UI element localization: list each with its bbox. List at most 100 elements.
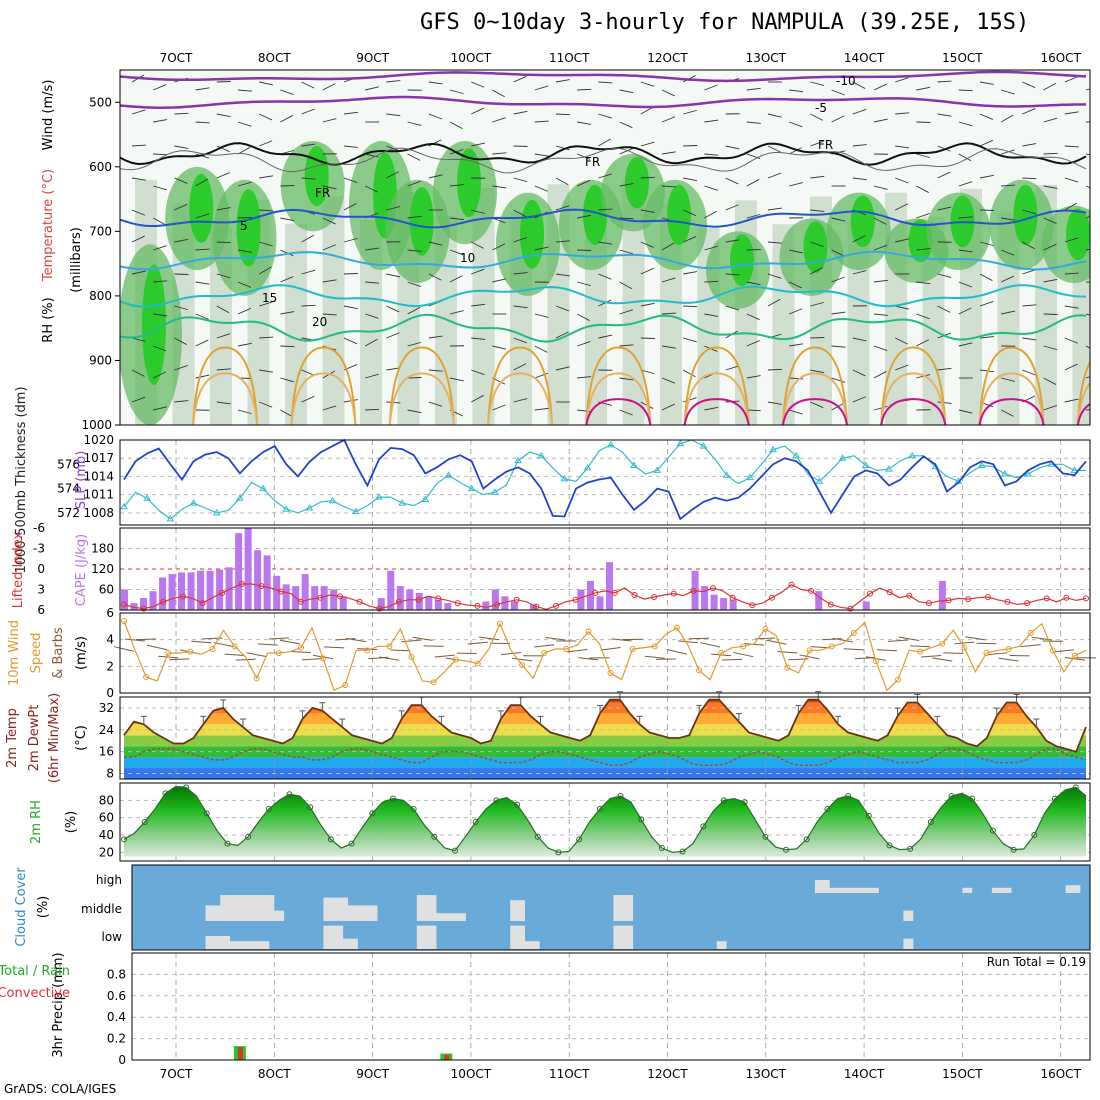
- wind-barb: [699, 642, 721, 648]
- cape-bar: [510, 601, 518, 610]
- cape-bar: [263, 555, 271, 610]
- contour-10: [120, 250, 1087, 271]
- cape-bar: [121, 589, 129, 610]
- cape-bar: [197, 570, 205, 610]
- wind-barb: [301, 177, 316, 180]
- thickness-point: [769, 445, 777, 453]
- label-2m-temp: 2m Temp: [5, 708, 20, 768]
- contour-25: [290, 346, 357, 425]
- wind-barb: [301, 269, 316, 275]
- wind-speed-point: [806, 647, 813, 654]
- wind-barb: [343, 237, 358, 243]
- thickness-point: [398, 499, 407, 506]
- wind-barb: [767, 113, 782, 118]
- wind-barb: [578, 657, 599, 661]
- wind-barb: [322, 405, 337, 411]
- cloud-block: [416, 895, 437, 921]
- wind-barb: [412, 636, 433, 641]
- wind-barb: [322, 279, 337, 283]
- wind-barb: [113, 646, 135, 652]
- wind-barb: [492, 243, 506, 251]
- wind-barb: [598, 273, 612, 280]
- wind-barb: [1085, 153, 1090, 156]
- wind-barb: [237, 146, 251, 155]
- label-slp: SLP (mb): [74, 451, 89, 510]
- cloud-block: [323, 925, 344, 949]
- wind-barb: [831, 377, 846, 383]
- wind-barb: [683, 236, 697, 243]
- wind-barb: [895, 238, 909, 243]
- wind-barb: [979, 81, 994, 85]
- chart-title: GFS 0~10day 3-hourly for NAMPULA (39.25E…: [420, 10, 1030, 35]
- wind-barb: [1043, 243, 1057, 251]
- wind-barb: [534, 153, 549, 157]
- cloud-block: [220, 941, 270, 949]
- lifted-index-point: [984, 594, 991, 601]
- wind-barb: [767, 145, 781, 153]
- time-label-top: 7OCT: [160, 51, 193, 65]
- wind-barb: [600, 647, 621, 651]
- wind-barb: [216, 273, 231, 279]
- label-wind-units: (m/s): [74, 636, 89, 670]
- wind-barb: [449, 377, 464, 382]
- wind-barb: [598, 173, 612, 179]
- rh-2m-point: [1010, 846, 1017, 853]
- wind-barb: [343, 203, 357, 211]
- wind-barb: [301, 108, 315, 115]
- rh-shade-high: [409, 186, 434, 256]
- wind-barb: [153, 84, 167, 91]
- wind-barb: [534, 185, 548, 192]
- cloud-block: [991, 887, 1012, 893]
- lifted-index-point: [1024, 600, 1031, 607]
- contour-30: [781, 398, 848, 425]
- li-tick-label: -6: [33, 521, 45, 535]
- lifted-index-point: [258, 583, 265, 590]
- slp-tick-label: 1017: [83, 451, 114, 465]
- contour-label: 10: [460, 251, 475, 265]
- wind-speed-point: [1005, 646, 1012, 652]
- contour-25: [1076, 360, 1090, 425]
- wind-barb: [407, 215, 422, 219]
- wind-speed-point: [231, 643, 238, 650]
- wind-speed-point: [209, 646, 216, 652]
- wind-barb: [1064, 76, 1078, 83]
- cloud-block: [903, 910, 914, 921]
- contour-25: [880, 346, 947, 425]
- wind-speed-point: [408, 654, 415, 660]
- wind-barb: [153, 280, 168, 283]
- wind-barb: [301, 304, 316, 307]
- wind-barb: [916, 185, 929, 193]
- wind-speed-point: [165, 650, 172, 656]
- wind-barb: [704, 84, 718, 91]
- temp-band: [124, 757, 1086, 769]
- wind-barb: [335, 638, 356, 641]
- wind-barb: [195, 121, 210, 124]
- lifted-index-point: [356, 598, 363, 605]
- wind-barb: [237, 249, 252, 253]
- lifted-index-point: [788, 581, 795, 588]
- contour-minus5: [120, 95, 1087, 109]
- wind-barb: [1085, 185, 1090, 189]
- wind-barb: [852, 109, 867, 115]
- lifted-index-point: [945, 597, 952, 604]
- wind-barb: [1001, 275, 1015, 283]
- wind-barb: [153, 119, 168, 123]
- rh-shade-high: [583, 184, 607, 246]
- cape-bar: [377, 598, 385, 610]
- contour-label: 5: [240, 219, 248, 233]
- thickness-point: [212, 508, 221, 516]
- thickness-point: [630, 461, 638, 468]
- wind-barb: [434, 654, 455, 658]
- label-wind: Wind (m/s): [41, 80, 56, 151]
- wind-barb: [1001, 184, 1016, 187]
- lifted-index-point: [808, 587, 815, 594]
- lifted-index-point: [906, 592, 913, 599]
- lifted-index-point: [572, 596, 579, 603]
- wind-barb: [704, 210, 717, 219]
- li-tick-label: 0: [37, 562, 45, 576]
- rh-2m-point: [534, 833, 541, 840]
- rh-2m-point: [741, 799, 748, 806]
- cape-bar: [491, 589, 499, 610]
- wind-barb: [1064, 657, 1086, 661]
- wind-barb: [766, 639, 787, 645]
